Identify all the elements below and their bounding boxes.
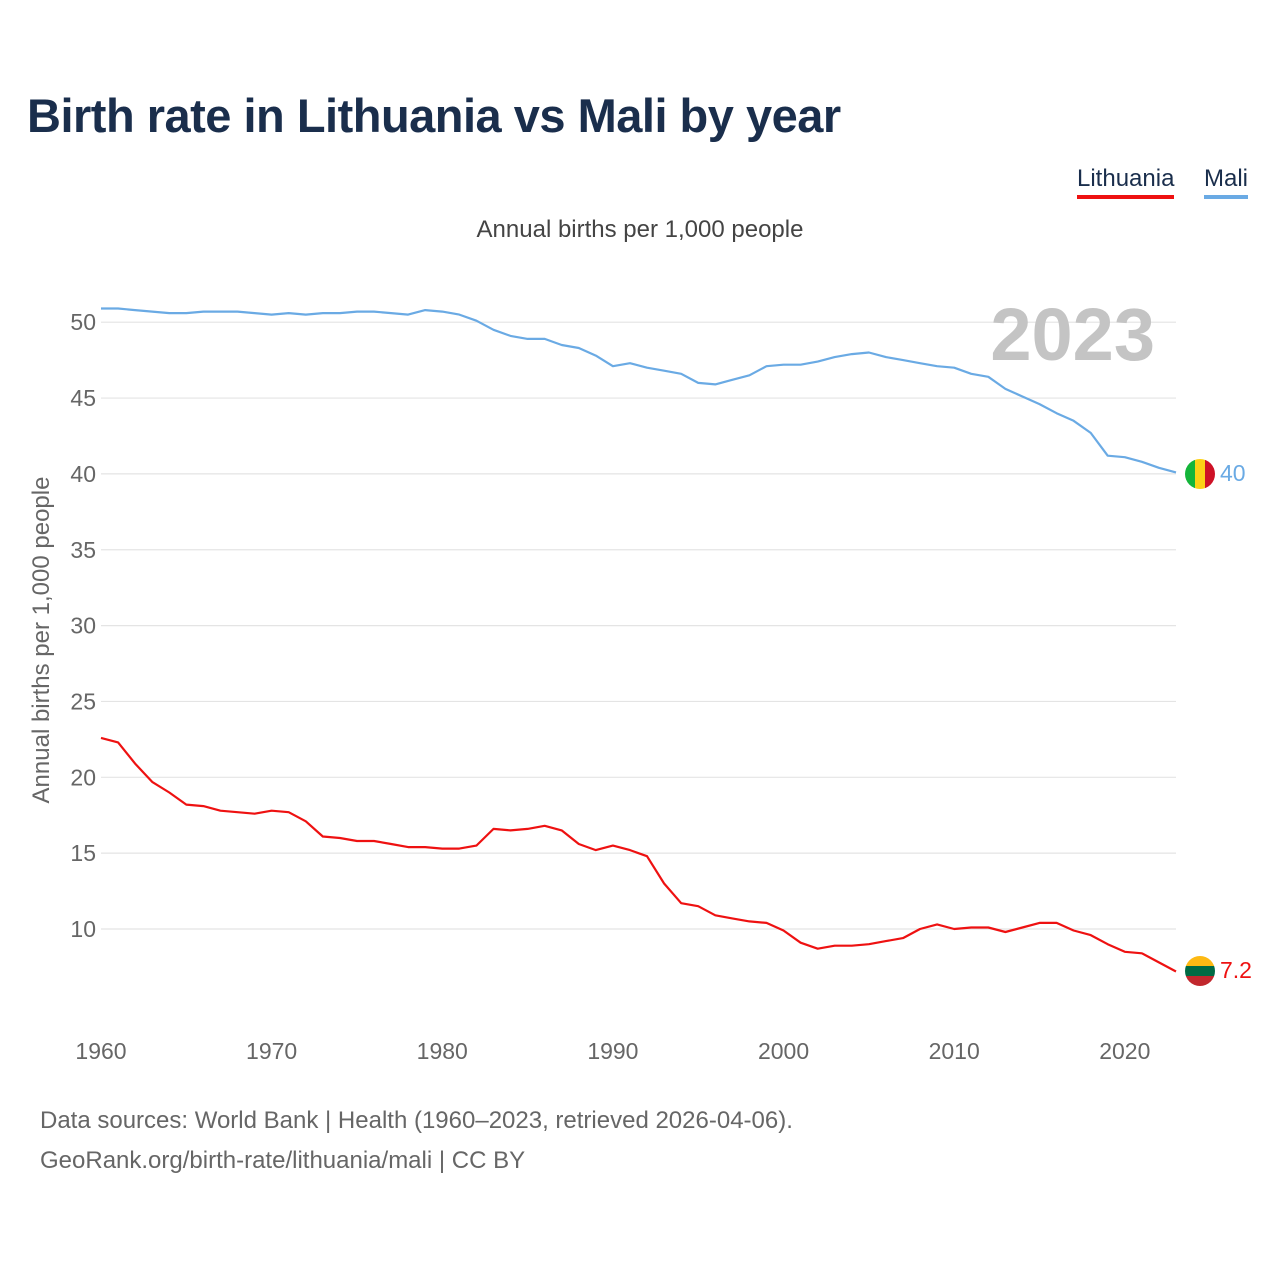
y-tick-label: 20: [70, 764, 96, 790]
y-tick-label: 35: [70, 537, 96, 563]
year-watermark: 2023: [990, 293, 1155, 376]
series-line-lithuania[interactable]: [100, 736, 1177, 973]
lithuania-flag-icon: [1185, 956, 1215, 986]
x-tick-label: 2010: [929, 1038, 980, 1064]
x-tick-label: 2000: [758, 1038, 809, 1064]
chart-title: Birth rate in Lithuania vs Mali by year: [27, 89, 841, 142]
y-tick-label: 40: [70, 461, 96, 487]
y-tick-label: 30: [70, 613, 96, 639]
y-tick-label: 45: [70, 385, 96, 411]
x-tick-label: 1960: [75, 1038, 126, 1064]
legend-item-lithuania[interactable]: Lithuania: [1077, 165, 1175, 199]
x-tick-label: 2020: [1099, 1038, 1150, 1064]
y-tick-label: 15: [70, 840, 96, 866]
y-tick-label: 25: [70, 688, 96, 714]
x-tick-label: 1970: [246, 1038, 297, 1064]
end-label-lithuania: 7.2: [1220, 957, 1252, 983]
mali-flag-icon: [1185, 459, 1215, 489]
legend-item-mali[interactable]: Mali: [1204, 165, 1249, 199]
x-tick-label: 1980: [417, 1038, 468, 1064]
series-line-mali[interactable]: [101, 307, 1177, 474]
y-tick-label: 50: [70, 309, 96, 335]
x-tick-label: 1990: [587, 1038, 638, 1064]
chart-subtitle: Annual births per 1,000 people: [476, 216, 804, 243]
end-label-mali: 40: [1220, 460, 1246, 486]
y-tick-label: 10: [70, 916, 96, 942]
source-link[interactable]: GeoRank.org/birth-rate/lithuania/mali | …: [40, 1147, 526, 1174]
source-note: Data sources: World Bank | Health (1960–…: [40, 1107, 793, 1134]
